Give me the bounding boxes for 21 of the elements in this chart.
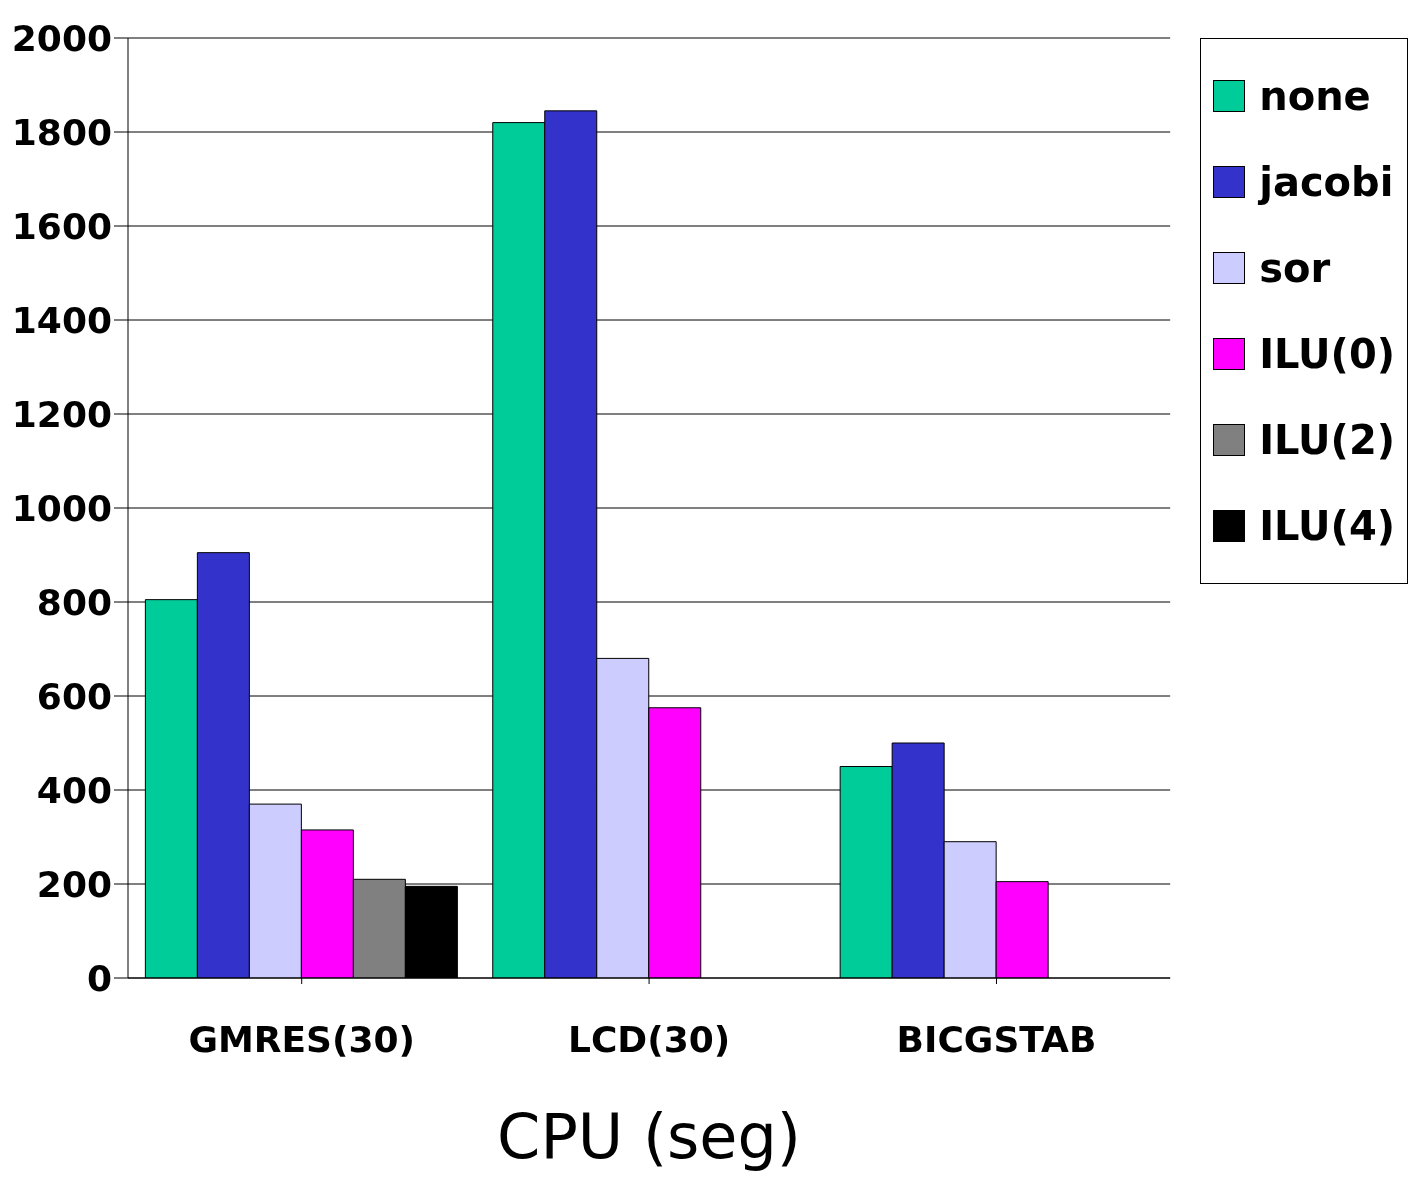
y-tick-label: 400 [36,769,112,811]
x-tick-label: LCD(30) [567,1018,731,1060]
y-tick-label: 200 [36,863,112,905]
x-axis-title: CPU (seg) [497,1100,802,1173]
x-tick-label: BICGSTAB [896,1018,1097,1060]
y-tick-label: 1000 [11,487,112,529]
y-tick-label: 1200 [11,393,112,435]
y-tick-label: 1600 [11,205,112,247]
x-tick-label: GMRES(30) [188,1018,416,1060]
legend-label: sor [1258,244,1332,293]
y-tick-label: 1400 [11,299,112,341]
legend-label: ILU(2) [1258,416,1395,465]
y-tick-label: 0 [86,957,112,999]
legend-label: ILU(0) [1258,330,1395,379]
y-tick-label: 2000 [11,17,112,59]
y-tick-label: 800 [36,581,112,623]
legend-label: jacobi [1257,158,1395,207]
y-tick-label: 600 [36,675,112,717]
y-tick-label: 1800 [11,111,112,153]
legend-label: ILU(4) [1258,502,1395,551]
legend-label: none [1258,72,1372,121]
